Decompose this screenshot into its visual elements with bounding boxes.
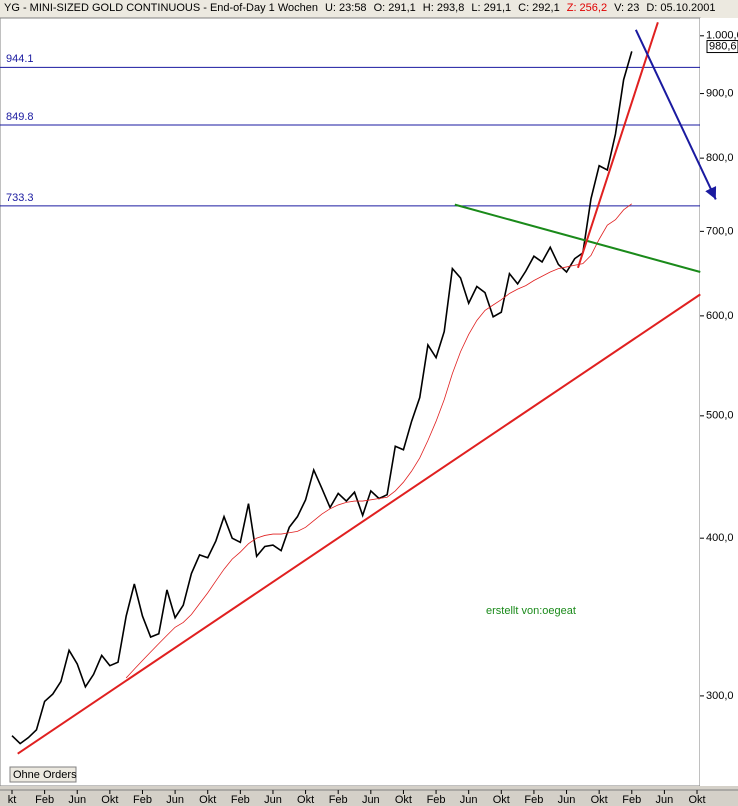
plot-layer <box>0 51 700 745</box>
x-tick-label: Feb <box>231 794 250 806</box>
header-item: Z: 256,2 <box>567 2 607 14</box>
y-tick-label: 300,0 <box>706 690 734 702</box>
last-price-label: 980,6 <box>709 40 737 52</box>
orders-button-label[interactable]: Ohne Orders <box>13 769 77 781</box>
x-tick-label: Okt <box>688 794 705 806</box>
annotation: erstellt von:oegeat <box>486 605 576 617</box>
header-item: L: 291,1 <box>471 2 511 14</box>
level-label: 849.8 <box>6 111 34 123</box>
y-tick-label: 700,0 <box>706 225 734 237</box>
trendline <box>454 203 701 273</box>
x-tick-label: Feb <box>524 794 543 806</box>
price-line <box>125 203 633 679</box>
x-tick-label: Jun <box>264 794 282 806</box>
header-bar <box>0 0 738 18</box>
x-tick-label: Okt <box>395 794 412 806</box>
x-tick-label: Jun <box>362 794 380 806</box>
y-tick-label: 800,0 <box>706 152 734 164</box>
x-tick-label: kt <box>8 794 17 806</box>
x-tick-label: Feb <box>133 794 152 806</box>
y-tick-label: 1.000,0 <box>706 30 738 42</box>
plot-area <box>0 17 701 787</box>
x-tick-label: Feb <box>622 794 641 806</box>
header-item: C: 292,1 <box>518 2 560 14</box>
header-item: D: 05.10.2001 <box>646 2 715 14</box>
header-item: YG - MINI-SIZED GOLD CONTINUOUS - End-of… <box>4 2 318 14</box>
x-tick-label: Feb <box>35 794 54 806</box>
header-item: U: 23:58 <box>325 2 367 14</box>
y-tick-label: 400,0 <box>706 532 734 544</box>
trendline <box>634 29 717 200</box>
trend-layer <box>17 21 717 755</box>
x-tick-label: Jun <box>460 794 478 806</box>
header-item: H: 293,8 <box>423 2 465 14</box>
x-tick-label: Feb <box>329 794 348 806</box>
y-tick-label: 900,0 <box>706 87 734 99</box>
y-tick-label: 600,0 <box>706 310 734 322</box>
x-tick-label: Okt <box>493 794 510 806</box>
x-tick-label: Okt <box>101 794 118 806</box>
trendline <box>17 293 701 755</box>
x-tick-label: Okt <box>199 794 216 806</box>
x-axis-area <box>0 786 738 806</box>
x-tick-label: Okt <box>297 794 314 806</box>
orders-button[interactable] <box>9 766 77 783</box>
x-tick-label: Jun <box>558 794 576 806</box>
header-item: V: 23 <box>614 2 639 14</box>
x-tick-label: Okt <box>591 794 608 806</box>
header-item: O: 291,1 <box>374 2 416 14</box>
level-label: 944.1 <box>6 53 34 65</box>
level-label: 733.3 <box>6 192 34 204</box>
y-tick-label: 500,0 <box>706 410 734 422</box>
y-axis-area <box>700 18 738 786</box>
trendline <box>577 21 659 269</box>
x-tick-label: Jun <box>656 794 674 806</box>
x-tick-label: Jun <box>166 794 184 806</box>
x-tick-label: Jun <box>68 794 86 806</box>
price-line <box>11 51 633 745</box>
x-tick-label: Feb <box>427 794 446 806</box>
last-price-box <box>706 40 738 54</box>
